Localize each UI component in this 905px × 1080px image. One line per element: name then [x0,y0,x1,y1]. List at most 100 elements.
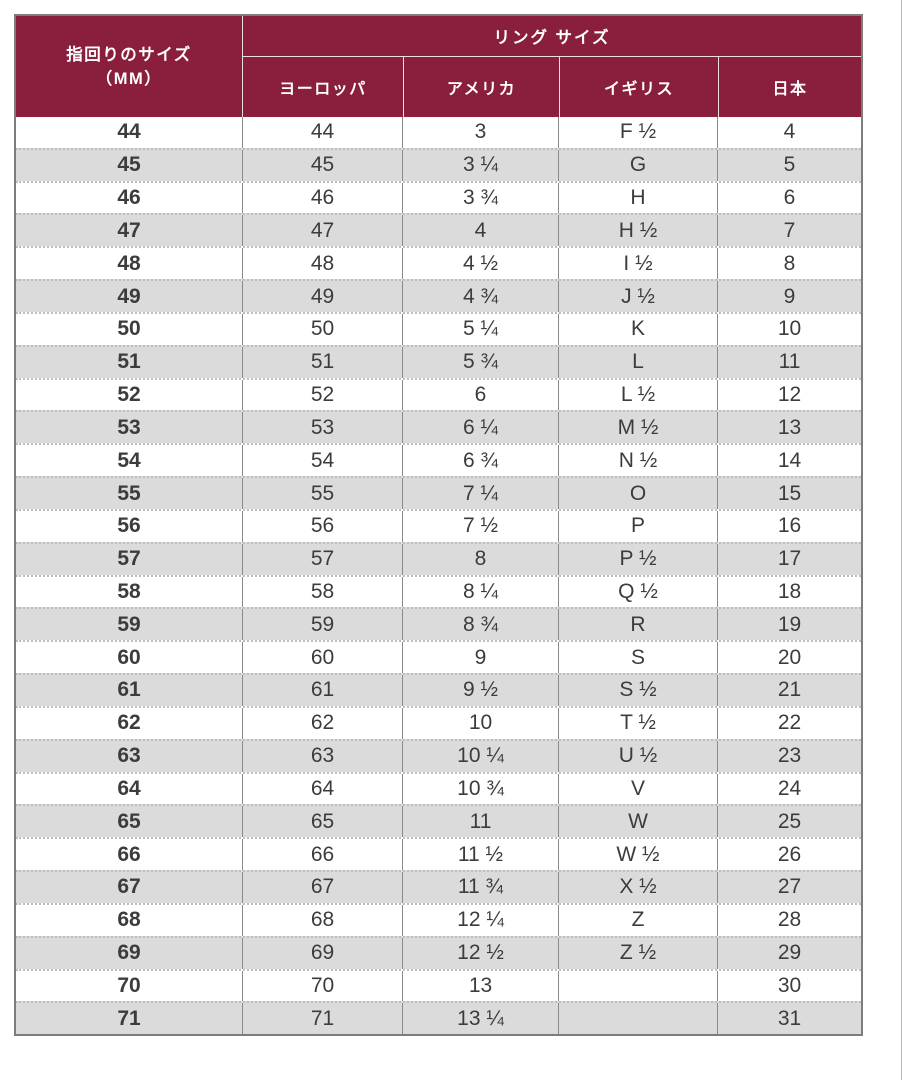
mm-size-cell: 53 [16,412,243,444]
table-cell: 68 [243,904,403,936]
table-cell: V [559,773,718,805]
table-cell: 12 ¼ [403,904,559,936]
table-cell: 13 ¼ [403,1003,559,1035]
table-row: 57 57 8 P ½ 17 [16,541,861,575]
table-header: 指回りのサイズ （MM） リング サイズ ヨーロッパ アメリカ イギリス 日本 [16,16,861,117]
table-row: 64 64 10 ¾ V 24 [16,771,861,805]
table-cell: 70 [243,970,403,1002]
table-cell: 7 ½ [403,510,559,542]
mm-size-cell: 51 [16,346,243,378]
table-row: 55 55 7 ¼ O 15 [16,476,861,509]
table-cell: 11 ½ [403,839,559,871]
table-cell: 48 [243,248,403,280]
table-cell: 50 [243,313,403,345]
table-cell: 51 [243,346,403,378]
table-cell: 63 [243,740,403,772]
table-row: 50 50 5 ¼ K 10 [16,311,861,345]
mm-size-cell: 65 [16,806,243,838]
column-header-uk: イギリス [559,57,718,117]
sub-column-headers: ヨーロッパ アメリカ イギリス 日本 [243,57,861,117]
mm-size-cell: 46 [16,182,243,214]
table-cell: 31 [777,1006,802,1030]
table-cell: O [559,478,718,509]
ring-size-table: 指回りのサイズ （MM） リング サイズ ヨーロッパ アメリカ イギリス 日本 … [14,14,863,1036]
table-cell: 9 [783,284,796,308]
mm-size-cell: 58 [16,576,243,608]
table-cell: S [559,642,718,674]
table-cell: 60 [243,642,403,674]
mm-size-cell: 56 [16,510,243,542]
table-cell: 4 ½ [403,248,559,280]
table-cell: P ½ [559,543,718,575]
table-cell: 52 [243,379,403,411]
table-cell: 8 [403,543,559,575]
mm-size-cell: 59 [16,609,243,641]
table-cell: 8 ¼ [403,576,559,608]
mm-size-cell: 48 [16,248,243,280]
table-row: 71 71 13 ¼ 31 [16,1001,861,1035]
table-cell: J ½ [559,281,718,312]
table-cell: G [559,149,718,181]
table-cell: 6 [403,379,559,411]
table-cell: 17 [777,547,802,571]
table-cell: 22 [777,711,802,735]
table-cell: X ½ [559,872,718,903]
table-cell: 9 ½ [403,675,559,706]
table-cell: 54 [243,445,403,477]
table-cell: 66 [243,839,403,871]
table-row: 59 59 8 ¾ R 19 [16,607,861,641]
finger-size-label-line2: （MM） [95,69,163,88]
table-cell [559,970,718,1002]
table-cell: 49 [243,281,403,312]
mm-size-cell: 55 [16,478,243,509]
table-cell: 3 ¼ [403,149,559,181]
mm-size-cell: 44 [16,117,243,148]
mm-size-cell: 49 [16,281,243,312]
mm-size-cell: 64 [16,773,243,805]
table-cell: T ½ [559,707,718,739]
table-cell: 7 ¼ [403,478,559,509]
table-cell: 20 [777,645,802,669]
table-cell: 62 [243,707,403,739]
table-cell: 57 [243,543,403,575]
table-cell: 5 ¾ [403,346,559,378]
table-cell: 6 ¾ [403,445,559,477]
table-cell [559,1003,718,1035]
table-row: 62 62 10 T ½ 22 [16,705,861,739]
mm-size-cell: 50 [16,313,243,345]
table-row: 56 56 7 ½ P 16 [16,508,861,542]
table-row: 70 70 13 30 [16,968,861,1002]
table-cell: 18 [777,580,802,603]
table-cell: 10 ¾ [403,773,559,805]
table-cell: 4 [783,120,796,144]
table-cell: 19 [777,612,802,636]
table-cell: 67 [243,872,403,903]
table-cell: 47 [243,215,403,247]
table-row: 65 65 11 W 25 [16,804,861,838]
table-cell: S ½ [559,675,718,706]
table-cell: 71 [243,1003,403,1035]
column-header-europe: ヨーロッパ [279,81,367,98]
mm-size-cell: 67 [16,872,243,903]
table-cell: 64 [243,773,403,805]
table-cell: W [559,806,718,838]
table-cell: 3 [403,117,559,148]
table-cell: U ½ [559,740,718,772]
table-cell: 69 [243,937,403,969]
table-cell: 26 [777,842,802,866]
mm-size-cell: 61 [16,675,243,706]
table-cell: 13 [403,970,559,1002]
table-cell: K [559,313,718,345]
table-cell: 55 [243,478,403,509]
